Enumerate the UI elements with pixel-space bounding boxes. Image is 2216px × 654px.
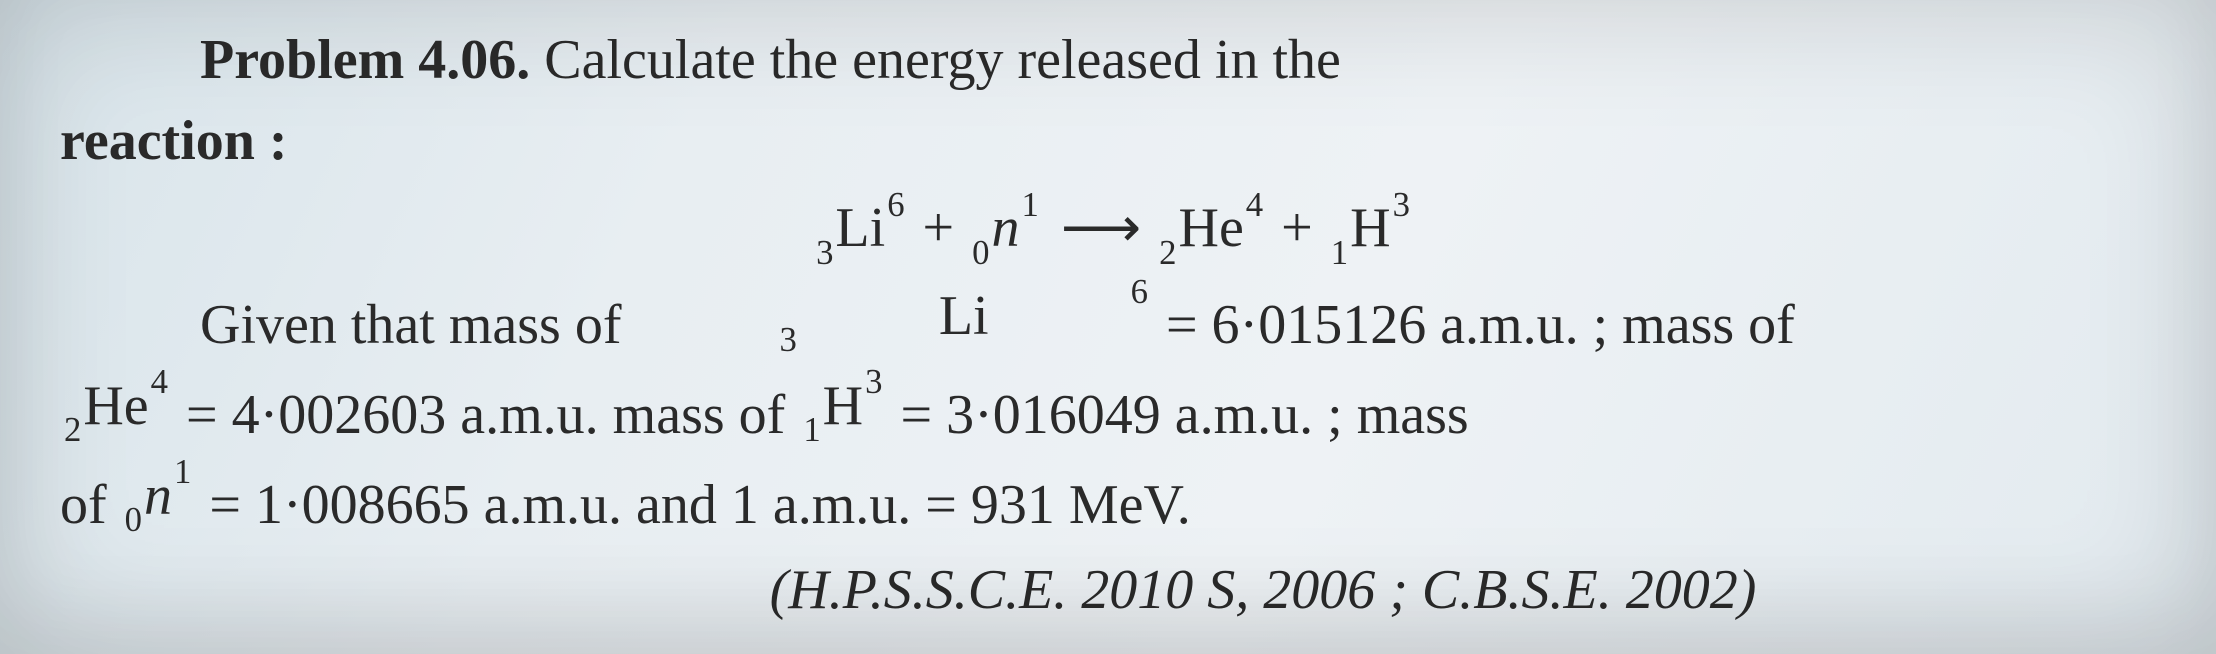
problem-line-2: reaction : [60,101,2166,182]
nuclide-a: 6 [991,267,1148,317]
nuclide-z: 0 [972,228,989,278]
problem-line-1: Problem 4.06. Calculate the energy relea… [60,20,2166,101]
nuclide-a: 6 [887,180,904,230]
nuclide-h3: 1 H 3 [1331,188,1410,269]
reaction-equation: 3 Li 6 + 0 n 1 ⟶ 2 He 4 + 1 H 3 [60,188,2166,269]
plus-2: + [1281,188,1313,269]
problem-text-block: Problem 4.06. Calculate the energy relea… [0,0,2216,651]
nuclide-z: 3 [639,315,796,365]
plus-1: + [923,188,955,269]
nuclide-n1-inline: 0 n 1 [125,456,192,537]
nuclide-symbol: Li [799,276,989,357]
given-lead: Given that mass of [200,293,635,355]
nuclide-symbol: He [83,366,148,447]
nuclide-symbol: H [823,366,863,447]
nuclide-h3-inline: 1 H 3 [803,366,882,447]
nuclide-a: 3 [1393,180,1410,230]
nuclide-n1: 0 n 1 [972,188,1039,269]
nuclide-a: 4 [151,357,168,407]
nuclide-he4: 2 He 4 [1159,188,1263,269]
nuclide-a: 1 [174,447,191,497]
given-line-1: Given that mass of 3 Li 6 = 6·015126 a.m… [60,276,2166,366]
nuclide-a: 3 [865,357,882,407]
nuclide-symbol: Li [835,188,885,269]
nuclide-he4-inline: 2 He 4 [64,366,168,447]
problem-prompt-1: Calculate the energy released in the [544,29,1341,91]
he4-mass: = 4·002603 a.m.u. mass of [186,383,799,445]
nuclide-z: 1 [803,405,820,455]
nuclide-z: 1 [1331,228,1348,278]
h3-mass: = 3·016049 a.m.u. ; mass [900,383,1468,445]
given-line-2: 2 He 4 = 4·002603 a.m.u. mass of 1 H 3 =… [60,366,2166,456]
nuclide-symbol: H [1350,188,1390,269]
nuclide-a: 1 [1022,180,1039,230]
nuclide-li6-inline: 3 Li 6 [639,276,1147,357]
nuclide-z: 0 [125,495,142,545]
nuclide-symbol: n [992,188,1020,269]
reaction-arrow: ⟶ [1061,188,1137,269]
of-text: of [60,474,121,536]
reference-line: (H.P.S.S.C.E. 2010 S, 2006 ; C.B.S.E. 20… [60,550,2166,631]
nuclide-symbol: He [1179,188,1244,269]
nuclide-li6: 3 Li 6 [816,188,904,269]
problem-label: Problem 4.06. [200,29,530,91]
nuclide-symbol: n [144,456,172,537]
li6-mass: = 6·015126 a.m.u. ; mass of [1166,293,1795,355]
nuclide-z: 2 [64,405,81,455]
n1-mass: = 1·008665 a.m.u. and 1 a.m.u. = 931 MeV… [209,474,1190,536]
nuclide-z: 2 [1159,228,1176,278]
nuclide-a: 4 [1246,180,1263,230]
nuclide-z: 3 [816,228,833,278]
problem-prompt-2: reaction : [60,110,288,172]
given-line-3: of 0 n 1 = 1·008665 a.m.u. and 1 a.m.u. … [60,456,2166,546]
